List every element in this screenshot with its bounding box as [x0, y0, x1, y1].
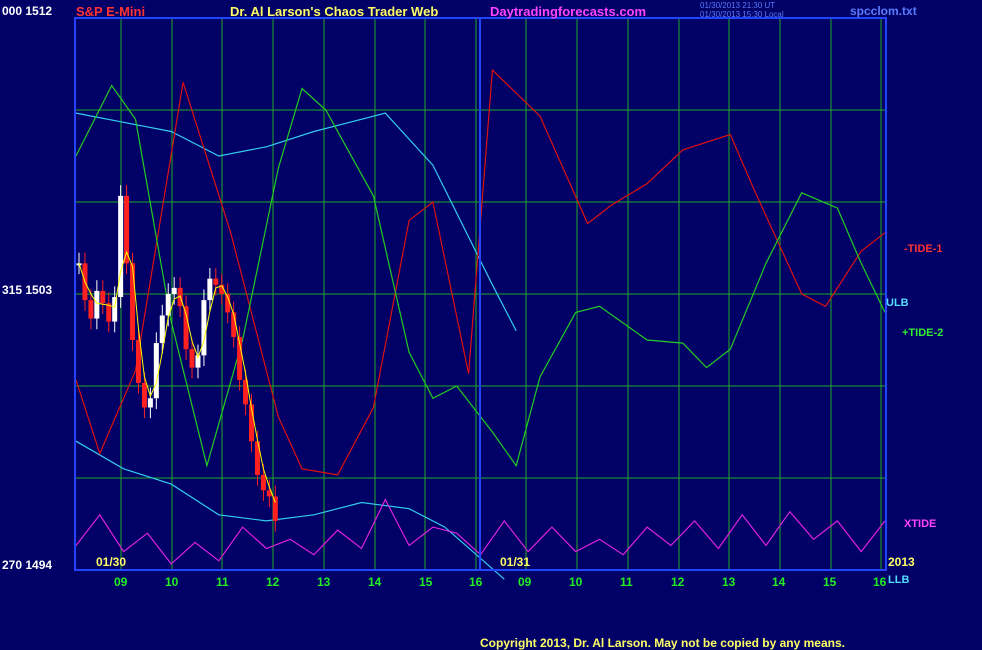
price-candle [147, 398, 153, 408]
moving-average-line [78, 250, 276, 503]
day-label-2: 01/31 [500, 555, 531, 569]
x-tick-label: 09 [114, 575, 128, 589]
price-candle [249, 404, 255, 442]
x-tick-label: 10 [165, 575, 179, 589]
price-candle [237, 336, 243, 380]
x-tick-label: 09 [518, 575, 532, 589]
band-lines [75, 112, 517, 580]
x-tick-label: 13 [722, 575, 736, 589]
price-bars [76, 185, 278, 532]
x-tick-label: 15 [419, 575, 433, 589]
y-axis-top-label: 000 1512 [2, 4, 53, 18]
x-tick-label: 16 [873, 575, 887, 589]
y-axis-bottom-label: 270 1494 [2, 558, 53, 572]
site-link[interactable]: Daytradingforecasts.com [490, 4, 647, 19]
ulb-line [75, 112, 517, 332]
symbol-title: S&P E-Mini [76, 4, 146, 19]
xtide-label: XTIDE [904, 518, 937, 530]
price-candle [135, 340, 141, 383]
x-tick-label: 11 [216, 575, 229, 589]
x-tick-label: 12 [266, 575, 280, 589]
price-candle [260, 474, 266, 491]
llb-label: LLB [888, 574, 910, 586]
price-candle [266, 490, 272, 497]
price-candle [106, 303, 112, 322]
x-tick-label: 12 [671, 575, 685, 589]
tide2-line [75, 84, 886, 469]
price-candle [201, 300, 207, 356]
price-candle [100, 290, 106, 304]
price-candle [207, 278, 213, 301]
price-candle [183, 306, 189, 350]
price-candle [219, 284, 225, 294]
ulb-label: ULB [886, 297, 909, 309]
chart-title: Dr. Al Larson's Chaos Trader Web [230, 4, 439, 19]
timestamp-ut: 01/30/2013 21:30 UT [700, 1, 776, 10]
tide2-label: +TIDE-2 [902, 327, 944, 339]
price-candle [124, 195, 130, 264]
x-tick-label: 11 [620, 575, 633, 589]
price-candle [165, 294, 171, 316]
x-tick-label: 14 [368, 575, 382, 589]
price-candle [195, 355, 201, 368]
price-candle [231, 312, 237, 337]
copyright-notice: Copyright 2013, Dr. Al Larson. May not b… [480, 636, 845, 650]
price-candle [272, 496, 278, 521]
price-candle [88, 300, 94, 319]
moving-average [78, 250, 276, 503]
tide1-label: -TIDE-1 [904, 243, 943, 255]
price-candle [254, 441, 260, 475]
price-candle [159, 315, 165, 344]
year-label: 2013 [888, 555, 915, 569]
x-tick-label: 14 [772, 575, 786, 589]
x-tick-label: 13 [317, 575, 331, 589]
day-label-1: 01/30 [96, 555, 127, 569]
price-candle [189, 349, 195, 368]
data-file-name: spcclom.txt [850, 4, 917, 18]
price-candle [112, 297, 118, 322]
price-candle [118, 195, 124, 298]
x-tick-label: 15 [823, 575, 837, 589]
price-candle [243, 379, 249, 405]
price-candle [153, 343, 159, 399]
price-candle [94, 290, 100, 319]
price-candle [225, 294, 231, 313]
llb-line [75, 440, 505, 580]
x-tick-label: 10 [569, 575, 583, 589]
y-axis-mid-label: 315 1503 [2, 283, 53, 297]
price-candle [171, 287, 177, 294]
timestamp-local: 01/30/2013 15:30 Local [700, 10, 784, 19]
price-candle [130, 263, 136, 340]
price-candle [213, 278, 219, 285]
x-tick-label: 16 [469, 575, 483, 589]
price-candle [141, 382, 147, 408]
